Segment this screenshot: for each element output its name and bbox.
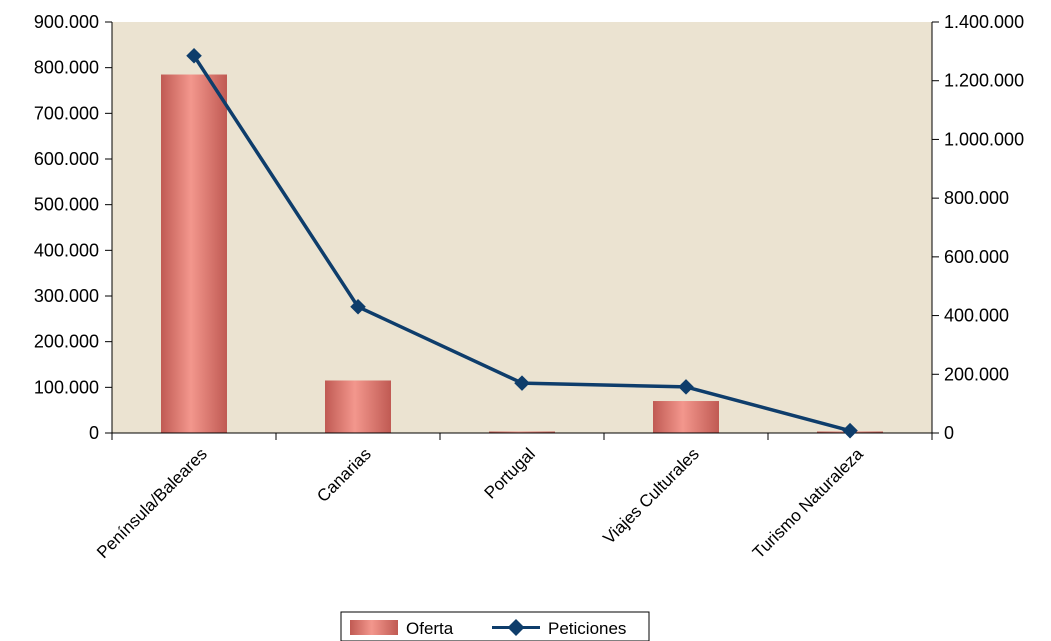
y-left-tick-label-6: 600.000 xyxy=(34,149,99,169)
bar-oferta-3 xyxy=(653,401,719,433)
y-left-tick-label-9: 900.000 xyxy=(34,12,99,32)
legend-marker-peticiones xyxy=(507,619,525,636)
y-right-tick-label-1: 200.000 xyxy=(944,364,1009,384)
x-category-label-1: Canarias xyxy=(313,444,375,506)
y-right-tick-label-4: 800.000 xyxy=(944,188,1009,208)
bar-oferta-1 xyxy=(325,380,391,433)
axes-layer xyxy=(105,21,939,440)
marker-peticiones-1 xyxy=(350,298,366,315)
y-left-tick-label-5: 500.000 xyxy=(34,195,99,215)
y-right-tick-label-3: 600.000 xyxy=(944,247,1009,267)
y-left-tick-label-4: 400.000 xyxy=(34,240,99,260)
y-left-tick-label-8: 800.000 xyxy=(34,58,99,78)
plot-area xyxy=(112,22,932,433)
x-category-label-2: Portugal xyxy=(481,444,539,502)
legend-swatch-oferta xyxy=(350,620,398,635)
y-right-tick-label-0: 0 xyxy=(944,423,954,443)
bars-layer xyxy=(161,74,883,434)
marker-peticiones-4 xyxy=(842,422,858,439)
y-right-tick-label-6: 1.200.000 xyxy=(944,71,1024,91)
marker-peticiones-3 xyxy=(678,379,694,395)
legend-label-oferta: Oferta xyxy=(406,619,454,638)
x-category-label-3: Viajes Culturales xyxy=(599,444,702,547)
bar-oferta-0 xyxy=(161,74,227,434)
y-left-tick-label-3: 300.000 xyxy=(34,286,99,306)
y-left-tick-label-0: 0 xyxy=(89,423,99,443)
x-category-label-0: Península/Baleares xyxy=(93,444,211,562)
bar-oferta-2 xyxy=(489,431,555,433)
legend-label-peticiones: Peticiones xyxy=(548,619,626,638)
y-left-tick-label-1: 100.000 xyxy=(34,377,99,397)
y-right-tick-label-2: 400.000 xyxy=(944,306,1009,326)
y-left-tick-label-7: 700.000 xyxy=(34,103,99,123)
legend: Oferta Peticiones xyxy=(340,611,650,641)
y-right-tick-label-5: 1.000.000 xyxy=(944,129,1024,149)
y-left-tick-label-2: 200.000 xyxy=(34,332,99,352)
y-right-tick-label-7: 1.400.000 xyxy=(944,12,1024,32)
x-category-label-4: Turismo Naturaleza xyxy=(749,444,867,562)
